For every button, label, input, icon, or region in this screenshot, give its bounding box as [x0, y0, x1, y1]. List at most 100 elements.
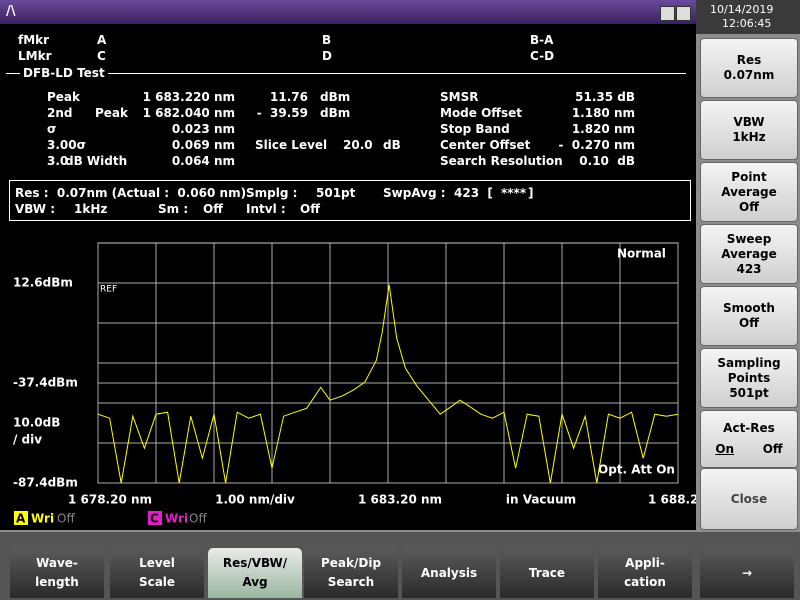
soft-key[interactable]: VBW 1kHz	[700, 100, 798, 160]
tab-label: Wave-	[36, 556, 78, 570]
result-value: 1 682.040 nm	[142, 106, 235, 120]
condition: VBW :	[15, 202, 55, 216]
soft-key-label: Off	[739, 199, 759, 214]
result-value: 1.820 nm	[571, 122, 635, 136]
soft-key-label: Sampling	[717, 355, 781, 370]
x-tick-label: 1 688.20 nm	[648, 493, 696, 507]
result-unit: dBm	[320, 90, 351, 104]
condition: Off	[203, 202, 223, 216]
soft-key[interactable]: Smooth Off	[700, 286, 798, 346]
option[interactable]: Off	[762, 442, 783, 456]
result-value: 0.10 dB	[579, 154, 635, 168]
condition: 1kHz	[74, 202, 108, 216]
marker-label: LMkr	[18, 49, 52, 63]
function-tab[interactable]: Level Scale	[110, 548, 204, 598]
minimize-button[interactable]	[660, 6, 675, 21]
result-value: - 39.59	[256, 106, 308, 120]
result-label: Peak	[47, 90, 81, 104]
condition: 423 [	[454, 186, 493, 200]
soft-key[interactable]: Sweep Average 423	[700, 224, 798, 284]
function-tab[interactable]: →	[700, 548, 794, 598]
function-tab[interactable]: Appli-cation	[598, 548, 692, 598]
trace-label: Off	[189, 512, 207, 526]
conditions-box: Res : 0.07nm (Actual : 0.060 nm) Smplg :…	[9, 180, 691, 221]
medium-label: in Vacuum	[506, 493, 576, 507]
function-tab[interactable]: Wave-length	[10, 548, 104, 598]
condition: Intvl :	[246, 202, 286, 216]
soft-key-label: VBW	[733, 115, 765, 129]
tab-label: Scale	[138, 575, 176, 589]
marker: B-A	[530, 33, 554, 47]
title-bar: /\	[0, 0, 696, 24]
function-tab[interactable]: Trace	[500, 548, 594, 598]
soft-key[interactable]: Act-Res On Off	[700, 410, 798, 468]
marker: C	[97, 49, 106, 63]
trace-a-badge	[14, 511, 28, 525]
soft-key-label: 0.07nm	[723, 68, 775, 82]
soft-key[interactable]: Point Average Off	[700, 162, 798, 222]
tab-label: cation	[624, 575, 666, 589]
result-label: 3.00σ	[47, 138, 86, 152]
result-label: SMSR	[440, 90, 479, 104]
date: 10/14/2019	[710, 3, 774, 16]
option[interactable]: On	[715, 442, 735, 456]
function-tab[interactable]: Peak/Dip Search	[304, 548, 398, 598]
time: 12:06:45	[722, 17, 772, 30]
result-label: 2nd	[47, 106, 73, 120]
result-value: 1 683.220 nm	[142, 90, 235, 104]
attenuator-label: Opt. Att On	[598, 463, 675, 477]
marker: B	[322, 33, 332, 47]
trace-label: C	[150, 512, 159, 526]
slice-value: 20.0	[343, 138, 373, 152]
soft-key[interactable]: Res 0.07nm	[700, 38, 798, 98]
trace-label: Wri	[165, 512, 188, 526]
slice-unit: dB	[383, 138, 401, 152]
trace-c-badge	[148, 511, 162, 525]
trace-mode: Normal	[617, 247, 666, 261]
soft-key-options: On Off	[701, 442, 797, 457]
slice-label: Slice Level	[255, 138, 328, 152]
result-label: 3.0	[47, 154, 69, 168]
marker: A	[97, 33, 107, 47]
y-tick-label: -87.4dBm	[13, 476, 78, 490]
trace-label: A	[16, 512, 26, 526]
soft-key[interactable]: Sampling Points 501pt	[700, 348, 798, 408]
soft-key-label: Sweep	[726, 231, 772, 246]
function-tab[interactable]: Res/VBW/Avg	[208, 548, 302, 598]
tab-label: Res/VBW/	[222, 556, 288, 570]
condition: Smplg :	[246, 186, 298, 200]
maximize-button[interactable]	[676, 6, 691, 21]
soft-key-label: Point	[731, 169, 767, 184]
tab-label: →	[741, 565, 753, 580]
result-value: 1.180 nm	[571, 106, 635, 120]
result-label: Center Offset	[440, 138, 531, 152]
tab-label: Level	[139, 556, 175, 570]
trace-label: Wri	[31, 512, 54, 526]
x-tick-label: 1 678.20 nm	[68, 493, 152, 507]
result-value: 11.76	[270, 90, 308, 104]
tab-label: Appli-	[625, 556, 665, 570]
soft-key-label: Average	[721, 184, 777, 199]
function-tab[interactable]: Analysis	[402, 548, 496, 598]
marker: D	[322, 49, 332, 63]
result-label: Stop Band	[440, 122, 510, 136]
soft-key-label: Act-Res	[723, 421, 775, 435]
condition: 501pt	[316, 186, 356, 200]
ref-label: REF	[100, 285, 117, 295]
logo: /\	[6, 4, 16, 19]
tab-label: length	[35, 575, 79, 589]
soft-key[interactable]: Close	[700, 468, 798, 530]
tab-label: Avg	[242, 575, 268, 589]
marker: C-D	[530, 49, 555, 63]
separator	[6, 73, 686, 74]
result-value: - 0.270 nm	[558, 138, 635, 152]
result-label: Mode Offset	[440, 106, 523, 120]
soft-key-label: Average	[721, 246, 777, 261]
result-value: 0.064 nm	[171, 154, 235, 168]
soft-key-label: 501pt	[729, 385, 769, 400]
condition: Res : 0.07nm (Actual : 0.060 nm)	[15, 186, 247, 200]
condition: Off	[300, 202, 320, 216]
tab-label: Analysis	[420, 565, 478, 580]
spectrum-trace	[97, 284, 679, 484]
